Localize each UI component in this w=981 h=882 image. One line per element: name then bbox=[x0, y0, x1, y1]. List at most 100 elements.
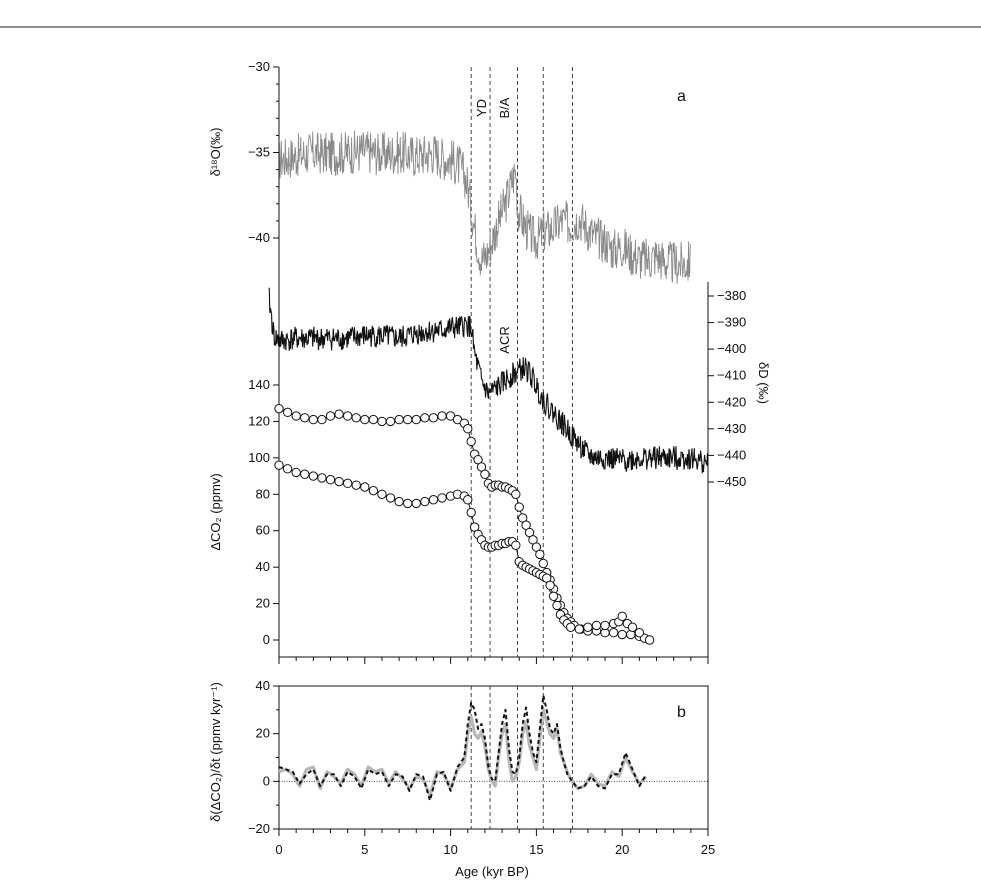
y-tick-label-rate: −20 bbox=[248, 821, 270, 836]
co2-point bbox=[463, 424, 473, 434]
co2-point bbox=[291, 411, 301, 421]
co2-point bbox=[411, 414, 421, 425]
x-tick-label: 10 bbox=[443, 842, 457, 857]
co2-point bbox=[627, 622, 638, 632]
co2-point bbox=[385, 493, 396, 503]
co2-point bbox=[437, 411, 447, 421]
y-tick-label-rate: 40 bbox=[256, 678, 270, 693]
co2-point bbox=[342, 411, 353, 421]
co2-point bbox=[511, 489, 521, 499]
panel-label-b: b bbox=[677, 704, 686, 721]
y-tick-label-dd: −380 bbox=[717, 288, 746, 303]
y-tick-label-dd: −390 bbox=[717, 315, 746, 330]
co2-point bbox=[466, 436, 476, 447]
co2-point bbox=[325, 411, 336, 421]
co2-point bbox=[545, 580, 555, 591]
y-tick-label-d18o: −40 bbox=[248, 230, 270, 245]
co2-point bbox=[538, 558, 548, 569]
co2-point bbox=[566, 622, 576, 632]
co2-point bbox=[274, 403, 284, 414]
co2-point bbox=[351, 480, 361, 490]
y-tick-label-dd: −450 bbox=[717, 474, 746, 489]
co2-point bbox=[334, 476, 344, 487]
co2-point bbox=[334, 409, 344, 419]
co2-point bbox=[420, 496, 430, 507]
co2-point bbox=[385, 416, 396, 427]
y-tick-label-dd: −400 bbox=[717, 341, 746, 356]
y-tick-label-co2: 40 bbox=[256, 559, 270, 574]
co2-point bbox=[300, 469, 310, 479]
co2-point bbox=[317, 473, 327, 483]
co2-point bbox=[583, 622, 593, 632]
co2-point bbox=[480, 469, 490, 479]
y-tick-label-co2: 80 bbox=[256, 486, 270, 501]
co2-point bbox=[360, 482, 370, 492]
y-tick-label-rate: 0 bbox=[263, 773, 270, 788]
co2-point bbox=[317, 414, 327, 425]
y-tick-label-d18o: −35 bbox=[248, 145, 270, 160]
event-label-yd: YD bbox=[474, 99, 489, 117]
y-tick-label-co2: 60 bbox=[256, 523, 270, 538]
y-axis-label-co2: ΔCO₂ (ppmv) bbox=[208, 473, 223, 550]
co2-point bbox=[535, 549, 545, 560]
y-tick-label-co2: 120 bbox=[248, 413, 270, 428]
y-axis-label-d18o: δ¹⁸O(‰) bbox=[208, 128, 223, 177]
y-tick-label-co2: 0 bbox=[263, 632, 270, 647]
co2-point bbox=[608, 628, 619, 638]
y-tick-label-co2: 140 bbox=[248, 377, 270, 392]
delta18o-line bbox=[278, 130, 691, 284]
y-tick-label-dd: −420 bbox=[717, 394, 746, 409]
y-tick-label-co2: 100 bbox=[248, 450, 270, 465]
co2-point bbox=[548, 591, 559, 601]
x-tick-label: 15 bbox=[529, 842, 543, 857]
x-tick-label: 5 bbox=[361, 842, 368, 857]
co2-point bbox=[466, 507, 476, 518]
x-tick-label: 25 bbox=[701, 842, 715, 857]
axis-b-frame bbox=[278, 685, 709, 830]
y-tick-label-co2: 20 bbox=[256, 596, 270, 611]
panel-label-a: a bbox=[677, 88, 686, 105]
x-axis-label: Age (kyr BP) bbox=[455, 864, 529, 879]
y-tick-label-d18o: −30 bbox=[248, 59, 270, 74]
co2-point bbox=[591, 620, 602, 631]
y-axis-label-rate: δ(ΔCO₂)/δt (ppmv kyr⁻¹) bbox=[208, 682, 223, 822]
y-tick-label-dd: −430 bbox=[717, 421, 746, 436]
co2-point bbox=[282, 464, 293, 474]
plot-area: 0 5 10 15 20 25−30−35−40020406080100120140−38… bbox=[248, 59, 746, 857]
co2-point bbox=[403, 498, 413, 509]
co2-point bbox=[514, 502, 524, 512]
co2-point bbox=[377, 416, 387, 427]
co2-point bbox=[274, 460, 284, 470]
rate-dashed-line bbox=[278, 694, 648, 802]
x-tick-label: 20 bbox=[615, 842, 629, 857]
co2-point bbox=[552, 600, 562, 611]
co2-point bbox=[360, 414, 370, 425]
co2-point bbox=[300, 413, 310, 423]
co2-point bbox=[420, 413, 430, 423]
co2-point bbox=[394, 496, 404, 507]
co2-point bbox=[600, 620, 610, 631]
y-tick-label-dd: −440 bbox=[717, 447, 746, 462]
event-label-acr: ACR bbox=[497, 326, 512, 353]
y-axis-label-dd: δD (‰) bbox=[756, 362, 771, 404]
co2-point bbox=[351, 413, 361, 423]
co2-point bbox=[617, 629, 627, 640]
x-tick-label: 0 bbox=[275, 842, 282, 857]
co2-point bbox=[325, 475, 336, 485]
co2-point bbox=[282, 407, 293, 418]
co2-point bbox=[634, 628, 645, 638]
co2-point bbox=[617, 611, 627, 622]
co2-point bbox=[342, 478, 353, 489]
deltad-line bbox=[268, 287, 708, 474]
co2-point bbox=[394, 414, 404, 425]
co2-point bbox=[308, 414, 319, 425]
co2-point bbox=[291, 467, 301, 478]
co2-point bbox=[428, 495, 439, 505]
co2-point bbox=[411, 498, 421, 509]
co2-point bbox=[377, 489, 387, 499]
co2-point bbox=[644, 635, 655, 645]
co2-point bbox=[463, 495, 473, 505]
co2-point bbox=[368, 414, 379, 425]
y-tick-label-rate: 20 bbox=[256, 726, 270, 741]
